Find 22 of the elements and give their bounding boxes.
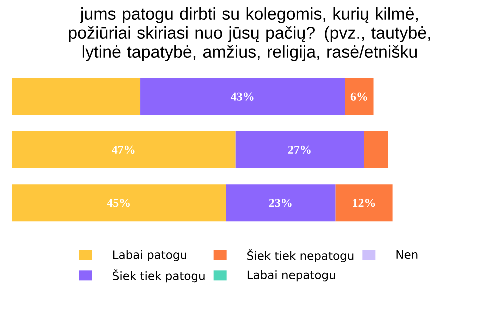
data-label: 45% xyxy=(107,199,130,208)
bar xyxy=(226,184,336,222)
legend-label: Nen xyxy=(396,250,418,260)
data-label: 27% xyxy=(288,146,311,154)
bar xyxy=(12,184,226,222)
bar xyxy=(345,78,374,116)
data-label: 47% xyxy=(112,146,135,154)
chart-title: jums patogu dirbti su kolegomis, kurių kilmė, požiūriai skiriasi nuo jūsų pačių? (pvz., tautybė, lytinė tapatybė, amžius, religija, rasė/etnišku xyxy=(69,8,430,62)
data-label: 23% xyxy=(269,199,292,208)
data-label: 43% xyxy=(231,92,254,101)
data-label: 12% xyxy=(353,199,376,208)
bar xyxy=(364,132,388,169)
legend-label: Šiek tiek nepatogu xyxy=(248,249,354,262)
bar xyxy=(12,132,236,169)
bar xyxy=(140,78,346,116)
bar xyxy=(12,78,141,116)
bar xyxy=(336,184,393,222)
legend-label: Labai patogu xyxy=(114,250,186,262)
data-label: 6% xyxy=(350,92,368,101)
bar xyxy=(236,132,364,169)
legend-label: Labai nepatogu xyxy=(248,270,336,282)
legend-label: Šiek tiek patogu xyxy=(113,270,205,283)
